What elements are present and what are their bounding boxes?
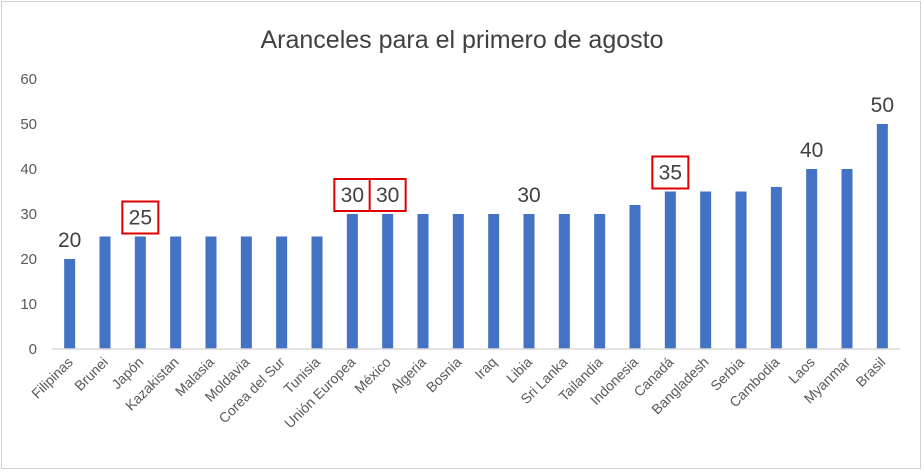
bar-laos bbox=[806, 169, 818, 349]
bar-bosnia bbox=[452, 214, 464, 349]
bar-iraq bbox=[488, 214, 500, 349]
data-label: 35 bbox=[659, 162, 682, 185]
y-tick-label: 50 bbox=[20, 116, 37, 133]
bar-corea-del-sur bbox=[276, 236, 288, 349]
y-axis: 0 10 20 30 40 50 60 bbox=[20, 71, 37, 358]
y-tick-label: 0 bbox=[29, 341, 37, 358]
bar-filipinas bbox=[64, 259, 76, 349]
data-label: 25 bbox=[129, 207, 152, 230]
bar-malasia bbox=[205, 236, 217, 349]
x-tick-label: Algeria bbox=[387, 354, 429, 396]
y-tick-label: 10 bbox=[20, 296, 37, 313]
data-label: 30 bbox=[376, 184, 399, 207]
bar-brunei bbox=[99, 236, 111, 349]
data-labels: 20 25 30 30 30 35 40 50 bbox=[58, 94, 894, 252]
bar-canadá bbox=[664, 191, 676, 349]
x-tick-label: Bosnia bbox=[423, 354, 465, 396]
bar-unión-europea bbox=[346, 214, 358, 349]
bar-méxico bbox=[382, 214, 394, 349]
highlight-box bbox=[368, 178, 407, 212]
bar-kazakistan bbox=[170, 236, 182, 349]
bar-myanmar bbox=[841, 169, 853, 349]
y-tick-label: 40 bbox=[20, 161, 37, 178]
x-tick-label: Brasil bbox=[852, 354, 888, 390]
x-tick-label: Filipinas bbox=[28, 354, 76, 402]
x-tick-label: Iraq bbox=[471, 354, 499, 382]
bar-algeria bbox=[417, 214, 429, 349]
bar-brasil bbox=[876, 124, 888, 349]
bar-moldavia bbox=[240, 236, 252, 349]
bar-bangladesh bbox=[700, 191, 712, 349]
bar-serbia bbox=[735, 191, 747, 349]
data-label: 30 bbox=[341, 184, 364, 207]
bar-japón bbox=[134, 236, 146, 349]
y-tick-label: 20 bbox=[20, 251, 37, 268]
x-axis: FilipinasBruneiJapónKazakistanMalasiaMol… bbox=[28, 354, 888, 432]
data-label: 20 bbox=[58, 229, 81, 252]
bar-indonesia bbox=[629, 205, 641, 349]
x-tick-label: Brunei bbox=[71, 354, 111, 394]
data-label: 40 bbox=[800, 139, 823, 162]
bar-tailandia bbox=[594, 214, 606, 349]
bar-tunisia bbox=[311, 236, 323, 349]
bar-sri-lanka bbox=[558, 214, 570, 349]
data-label: 30 bbox=[517, 184, 540, 207]
x-tick-label: México bbox=[351, 354, 394, 397]
chart-title: Aranceles para el primero de agosto bbox=[260, 26, 663, 54]
bars bbox=[64, 124, 888, 349]
y-tick-label: 30 bbox=[20, 206, 37, 223]
highlight-box bbox=[121, 200, 160, 235]
data-label: 50 bbox=[871, 94, 894, 117]
bar-libia bbox=[523, 214, 535, 349]
y-tick-label: 60 bbox=[20, 71, 37, 88]
bar-cambodia bbox=[770, 187, 782, 349]
highlight-box bbox=[651, 155, 690, 190]
